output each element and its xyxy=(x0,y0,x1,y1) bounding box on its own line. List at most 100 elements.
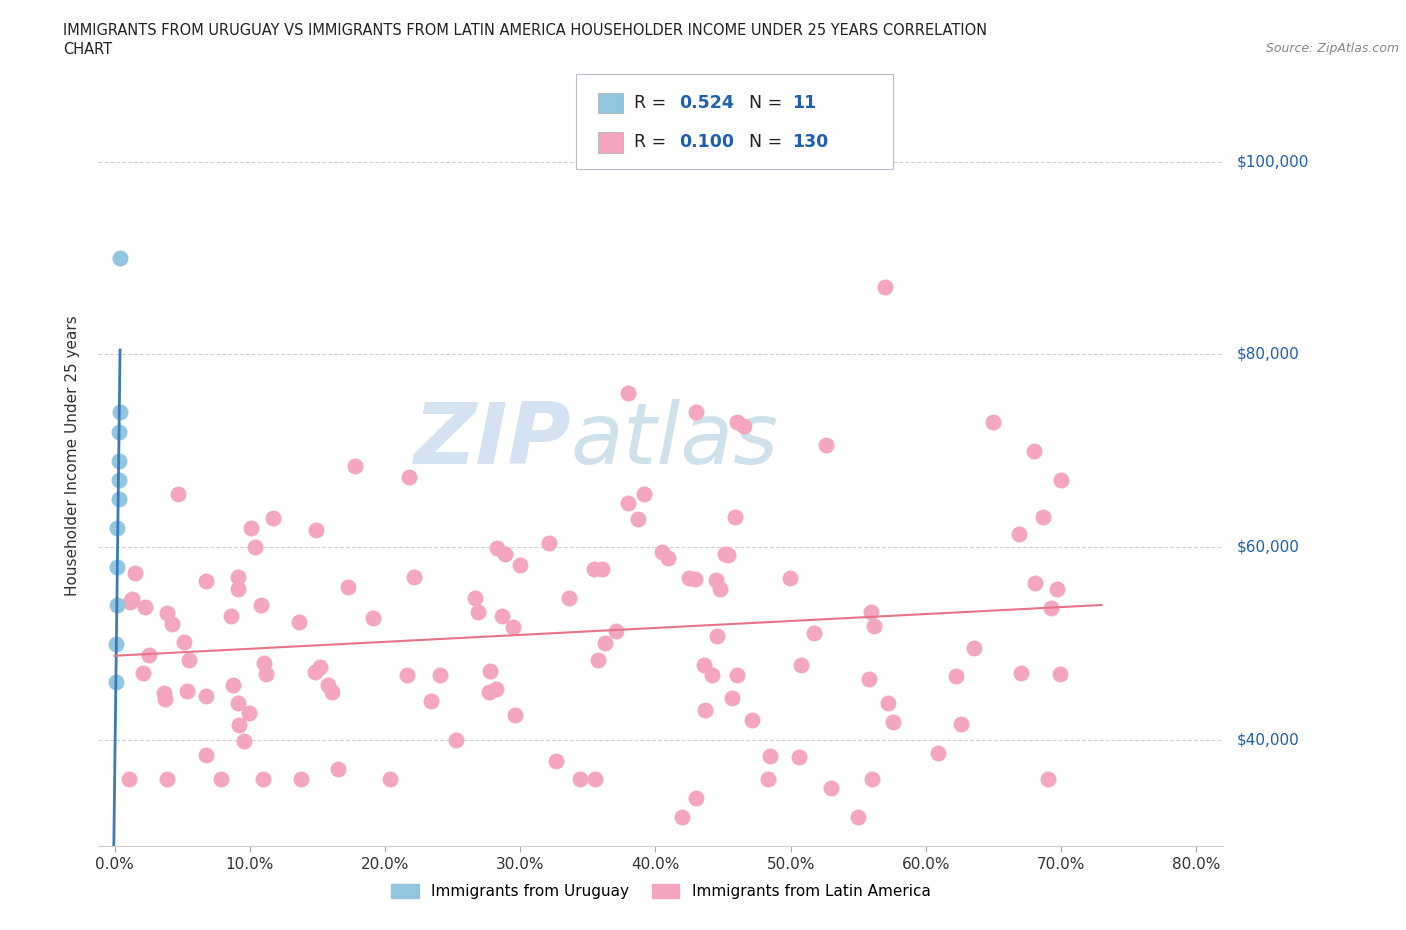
Point xyxy=(138,648,160,663)
Point xyxy=(949,717,972,732)
Point xyxy=(107,453,129,468)
Point xyxy=(105,636,127,651)
Point xyxy=(725,415,748,430)
Point xyxy=(305,523,328,538)
Point xyxy=(671,810,693,825)
Point xyxy=(173,635,195,650)
Point xyxy=(1049,667,1071,682)
Point xyxy=(633,486,655,501)
Point xyxy=(678,571,700,586)
Point xyxy=(616,496,638,511)
Point xyxy=(118,771,141,786)
Point xyxy=(156,605,179,620)
Point xyxy=(105,521,128,536)
Point xyxy=(238,706,260,721)
Point xyxy=(617,386,640,401)
Point xyxy=(583,771,606,786)
Point xyxy=(700,668,723,683)
Point xyxy=(733,419,755,434)
Point xyxy=(219,608,242,623)
Point xyxy=(107,492,129,507)
Point xyxy=(863,618,886,633)
Point xyxy=(790,658,813,672)
Point xyxy=(502,619,524,634)
Point xyxy=(107,424,129,439)
Text: $80,000: $80,000 xyxy=(1237,347,1301,362)
Point xyxy=(846,810,869,825)
Point xyxy=(479,663,502,678)
Point xyxy=(195,689,218,704)
Point xyxy=(1022,444,1045,458)
Text: $40,000: $40,000 xyxy=(1237,733,1301,748)
Point xyxy=(107,472,129,487)
Point xyxy=(288,615,311,630)
Point xyxy=(725,668,748,683)
Point xyxy=(627,512,650,527)
Point xyxy=(709,581,731,596)
Point xyxy=(195,573,218,588)
Point xyxy=(704,572,727,587)
Point xyxy=(494,546,516,561)
Point xyxy=(429,668,451,683)
Point xyxy=(685,790,707,805)
Point xyxy=(252,771,274,786)
Point xyxy=(153,691,176,706)
Point xyxy=(243,539,266,554)
Point xyxy=(304,664,326,679)
Text: ZIP: ZIP xyxy=(413,399,571,482)
Point xyxy=(1024,576,1046,591)
Point xyxy=(209,771,232,786)
Point xyxy=(326,762,349,777)
Point xyxy=(1046,581,1069,596)
Point xyxy=(724,510,747,525)
Point xyxy=(105,559,128,574)
Point xyxy=(120,594,142,609)
Point xyxy=(395,668,418,683)
Point xyxy=(486,541,509,556)
Point xyxy=(693,658,716,672)
Point xyxy=(226,570,249,585)
Point xyxy=(588,653,610,668)
Point xyxy=(378,771,401,786)
Point xyxy=(404,570,426,585)
Point xyxy=(759,749,782,764)
Point xyxy=(558,590,581,604)
Point xyxy=(877,695,900,710)
Point xyxy=(316,678,339,693)
Text: IMMIGRANTS FROM URUGUAY VS IMMIGRANTS FROM LATIN AMERICA HOUSEHOLDER INCOME UNDE: IMMIGRANTS FROM URUGUAY VS IMMIGRANTS FR… xyxy=(63,23,987,38)
Point xyxy=(756,771,779,786)
Point xyxy=(859,604,882,619)
Text: Source: ZipAtlas.com: Source: ZipAtlas.com xyxy=(1265,42,1399,55)
Point xyxy=(875,280,897,295)
Point xyxy=(657,551,679,565)
Point xyxy=(779,571,801,586)
Point xyxy=(467,604,489,619)
Point xyxy=(176,684,198,698)
Point xyxy=(544,753,567,768)
Point xyxy=(983,415,1005,430)
Point xyxy=(860,771,883,786)
Point xyxy=(1008,526,1031,541)
Point xyxy=(124,565,146,580)
Point xyxy=(108,405,131,419)
Point xyxy=(290,771,312,786)
Text: N =: N = xyxy=(749,133,789,152)
Point xyxy=(253,656,276,671)
Text: R =: R = xyxy=(634,94,672,113)
Point xyxy=(153,685,176,700)
Point xyxy=(503,708,526,723)
Point xyxy=(221,677,243,692)
Point xyxy=(464,591,486,605)
Point xyxy=(177,652,200,667)
Point xyxy=(250,598,273,613)
Point xyxy=(1040,601,1063,616)
Point xyxy=(262,511,284,525)
Point xyxy=(927,746,949,761)
Point xyxy=(309,659,332,674)
Point xyxy=(713,547,735,562)
Point xyxy=(321,684,343,699)
Text: R =: R = xyxy=(634,133,672,152)
Point xyxy=(167,487,190,502)
Text: $60,000: $60,000 xyxy=(1237,539,1301,555)
Point xyxy=(509,558,531,573)
